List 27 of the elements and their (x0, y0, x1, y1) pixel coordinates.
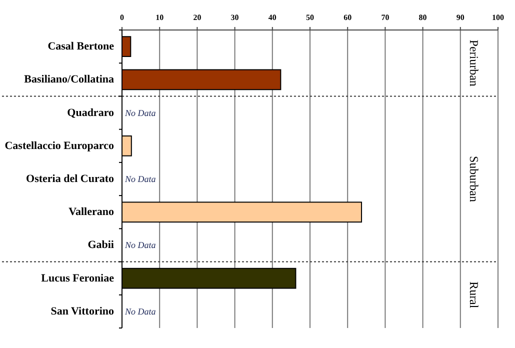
y-tick-label: Casal Bertone (48, 40, 114, 53)
x-tick-label: 40 (268, 13, 276, 22)
y-tick-label: Castellaccio Europarco (4, 140, 114, 152)
y-tick-label: Gabii (88, 239, 114, 252)
y-tick-label: Basiliano/Collatina (24, 74, 114, 86)
y-tick-label: San Vittorino (50, 305, 114, 318)
x-tick-label: 30 (230, 13, 239, 22)
x-tick-label: 20 (193, 13, 202, 22)
x-tick-label: 10 (156, 13, 164, 22)
x-tick-label: 90 (456, 13, 464, 22)
x-tick-label: 60 (344, 13, 352, 22)
x-tick-label: 50 (306, 13, 314, 22)
annotation: Periurban (467, 40, 481, 86)
annotation: No Data (124, 240, 156, 250)
x-tick-label: 70 (381, 13, 390, 22)
y-tick-label: Quadraro (67, 106, 114, 119)
annotation: No Data (124, 108, 156, 118)
y-tick-label: Vallerano (68, 206, 114, 218)
annotation: Rural (467, 282, 481, 309)
annotation: No Data (124, 306, 156, 316)
y-tick-label: Osteria del Curato (26, 173, 114, 185)
annotation: Suburban (467, 156, 481, 202)
annotation: No Data (124, 174, 156, 184)
y-tick-label: Lucus Feroniae (41, 272, 114, 284)
x-tick-label: 100 (492, 13, 504, 22)
x-tick-label: 80 (418, 13, 427, 22)
x-tick-label: 0 (120, 13, 124, 22)
